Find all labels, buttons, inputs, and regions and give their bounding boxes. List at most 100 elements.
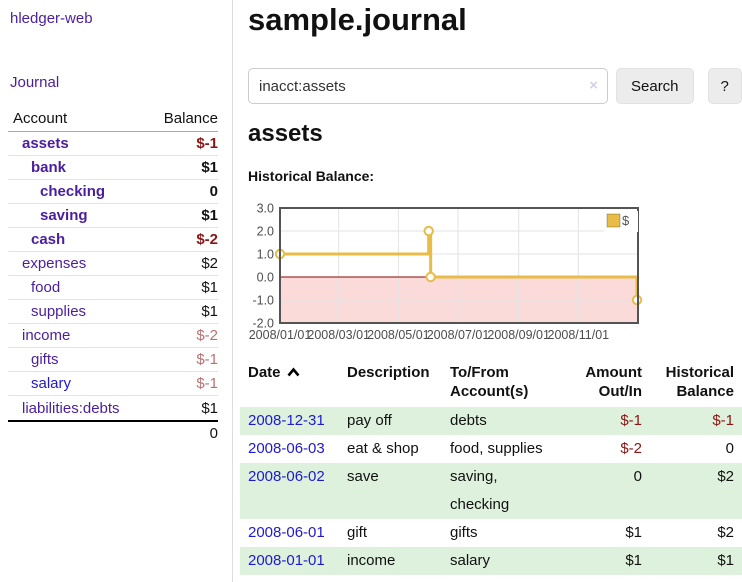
column-header-amount: Amount Out/In bbox=[585, 364, 642, 400]
register-date-link[interactable]: 2008-01-01 bbox=[248, 552, 325, 569]
register-balance-cell: $1 bbox=[642, 547, 742, 575]
sidebar-account-balance: $1 bbox=[201, 159, 218, 176]
chart-canvas: $3.0 2.0 1.0 0.0 -1.0 -2.02008/01/012008/03/0… bbox=[249, 202, 643, 342]
sidebar-account-link[interactable]: food bbox=[31, 279, 61, 296]
sidebar-account-link[interactable]: bank bbox=[31, 159, 67, 176]
register-description-cell: income bbox=[347, 547, 450, 575]
sidebar-account-balance: $-2 bbox=[196, 231, 218, 248]
chart-title: Historical Balance: bbox=[248, 168, 375, 184]
y-axis-tick-label: -2.0 bbox=[252, 317, 274, 331]
sidebar-account-link[interactable]: expenses bbox=[22, 255, 87, 272]
register-date-cell: 2008-01-01 bbox=[240, 547, 347, 575]
sidebar-account-row: saving $1 bbox=[8, 204, 218, 228]
accounts-panel: Account Balance assets $-1 bank $1 checking 0… bbox=[8, 106, 218, 444]
sidebar-account-link[interactable]: cash bbox=[31, 231, 66, 248]
accounts-header-account: Account bbox=[13, 110, 68, 127]
column-header-balance: Historical Balance bbox=[665, 364, 734, 400]
historical-balance-chart[interactable]: $3.0 2.0 1.0 0.0 -1.0 -2.0 2008/01/01 2008/03/0… bbox=[248, 200, 644, 346]
register-row: 2008-06-02 save saving, checking 0 $2 bbox=[240, 463, 742, 519]
sidebar-account-link[interactable]: salary bbox=[31, 375, 72, 392]
register-date-cell: 2008-12-31 bbox=[240, 407, 347, 435]
sidebar-account-link[interactable]: saving bbox=[40, 207, 88, 224]
sort-ascending-icon bbox=[287, 367, 300, 377]
register-header-row: Date Description To/From Account(s) Amou… bbox=[240, 361, 742, 407]
accounts-header-row: Account Balance bbox=[8, 106, 218, 132]
sidebar-account-link[interactable]: supplies bbox=[31, 303, 87, 320]
page-title: sample.journal bbox=[248, 2, 467, 37]
register-amount-cell: $1 bbox=[625, 524, 642, 541]
register-table: Date Description To/From Account(s) Amou… bbox=[240, 361, 742, 575]
sidebar-account-link[interactable]: liabilities:debts bbox=[22, 399, 120, 417]
app-brand-link[interactable]: hledger-web bbox=[10, 10, 93, 27]
search-button[interactable]: Search bbox=[616, 68, 694, 104]
legend-swatch bbox=[606, 213, 621, 228]
column-header-accounts: To/From Account(s) bbox=[450, 364, 529, 400]
sidebar-account-balance: $-1 bbox=[196, 375, 218, 392]
register-description-cell: save bbox=[347, 463, 450, 519]
register-row: 2008-01-01 income salary $1 $1 bbox=[240, 547, 742, 575]
y-axis-tick-label: 3.0 bbox=[257, 202, 274, 216]
sidebar-account-row: salary $-1 bbox=[8, 372, 218, 396]
register-amount-cell: $-1 bbox=[556, 407, 642, 435]
register-amount-cell: 0 bbox=[556, 463, 642, 519]
accounts-list: assets $-1 bank $1 checking 0 saving $1 cash $-2 e… bbox=[8, 132, 218, 420]
register-accounts-cell: saving, checking bbox=[450, 463, 556, 519]
account-section-title: assets bbox=[248, 120, 323, 147]
sidebar-account-row: income $-2 bbox=[8, 324, 218, 348]
sidebar-account-link[interactable]: assets bbox=[22, 135, 69, 152]
sidebar-account-balance: $-1 bbox=[196, 351, 218, 368]
sidebar-account-balance: $1 bbox=[201, 303, 218, 320]
register-date-cell: 2008-06-02 bbox=[240, 463, 347, 519]
sidebar-account-balance: 0 bbox=[209, 183, 218, 200]
register-accounts-cell: food, supplies bbox=[450, 440, 543, 457]
y-axis-tick-label: 2.0 bbox=[257, 225, 274, 239]
register-balance-cell: $2 bbox=[642, 463, 742, 519]
sidebar-account-balance: $-1 bbox=[196, 135, 218, 152]
sidebar-account-link[interactable]: checking bbox=[40, 183, 106, 200]
register-date-link[interactable]: 2008-06-01 bbox=[248, 524, 325, 541]
search-input-wrap: × bbox=[248, 68, 608, 104]
register-amount-cell: $1 bbox=[556, 547, 642, 575]
register-description-cell: eat & shop bbox=[347, 440, 419, 457]
x-axis-tick-label: 2008/11/01 bbox=[548, 328, 610, 342]
register-date-cell: 2008-06-03 bbox=[240, 435, 347, 463]
help-button[interactable]: ? bbox=[707, 68, 742, 104]
sidebar-account-balance: $1 bbox=[201, 279, 218, 296]
register-accounts-cell: gifts bbox=[450, 524, 478, 541]
sidebar-account-balance: $1 bbox=[201, 399, 218, 417]
sidebar-account-link[interactable]: income bbox=[22, 327, 71, 344]
register-description-cell: pay off bbox=[347, 407, 450, 435]
clear-search-icon[interactable]: × bbox=[589, 77, 598, 94]
register-date-link[interactable]: 2008-06-02 bbox=[248, 468, 325, 485]
sidebar: hledger-web Journal Account Balance asse… bbox=[0, 0, 233, 582]
column-header-description: Description bbox=[347, 364, 430, 381]
sidebar-account-row: checking 0 bbox=[8, 180, 218, 204]
register-row: 2008-06-01 gift gifts $1 $2 bbox=[240, 519, 742, 547]
data-point-marker bbox=[425, 271, 436, 283]
nav-journal-link[interactable]: Journal bbox=[10, 74, 60, 91]
main-content: sample.journal × Search ? assets Histori… bbox=[240, 0, 742, 582]
x-axis-tick-label: 2008/09/01 bbox=[487, 328, 550, 342]
register-balance-cell: $2 bbox=[717, 524, 734, 541]
sidebar-account-row: bank $1 bbox=[8, 156, 218, 180]
sidebar-account-balance: $2 bbox=[201, 255, 218, 272]
sidebar-account-row: expenses $2 bbox=[8, 252, 218, 276]
y-axis-tick-label: 0.0 bbox=[257, 271, 274, 285]
x-axis-tick-label: 2008/03/01 bbox=[307, 328, 370, 342]
search-input[interactable] bbox=[248, 68, 608, 104]
sidebar-account-row: food $1 bbox=[8, 276, 218, 300]
register-accounts-cell: debts bbox=[450, 407, 556, 435]
column-header-date[interactable]: Date bbox=[240, 361, 347, 407]
register-date-link[interactable]: 2008-06-03 bbox=[248, 440, 325, 457]
sidebar-account-balance: $-2 bbox=[196, 327, 218, 344]
register-amount-cell: $-2 bbox=[620, 440, 642, 457]
x-axis-tick-label: 2008/07/01 bbox=[427, 328, 490, 342]
register-balance-cell: 0 bbox=[725, 440, 734, 457]
register-date-link[interactable]: 2008-12-31 bbox=[248, 412, 325, 429]
register-accounts-cell: salary bbox=[450, 547, 556, 575]
sidebar-account-row: liabilities:debts $1 bbox=[8, 396, 218, 420]
search-bar: × Search ? bbox=[248, 68, 742, 104]
register-row: 2008-06-03 eat & shop food, supplies $-2 0 bbox=[240, 435, 742, 463]
register-balance-cell: $-1 bbox=[642, 407, 742, 435]
sidebar-account-link[interactable]: gifts bbox=[31, 351, 59, 368]
